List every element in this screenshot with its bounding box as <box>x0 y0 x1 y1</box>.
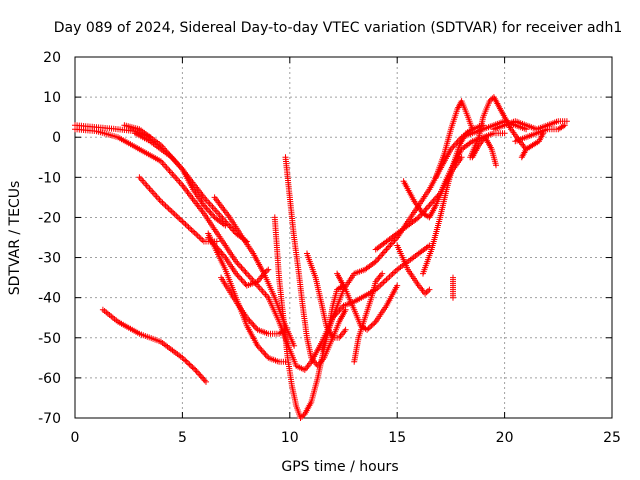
series-arc-17 <box>394 242 433 297</box>
data-series <box>72 94 570 421</box>
x-tick-label: 10 <box>281 430 299 446</box>
y-tick-label: -30 <box>38 251 61 267</box>
series-arc-09 <box>205 234 272 289</box>
y-tick-label: -60 <box>38 371 61 387</box>
series-arc-15 <box>351 270 386 365</box>
y-axis-label: SDTVAR / TECUs <box>7 181 23 296</box>
series-arc-12 <box>304 250 349 341</box>
x-tick-label: 5 <box>178 430 187 446</box>
y-tick-label: 0 <box>52 130 61 146</box>
x-axis-label: GPS time / hours <box>281 459 398 475</box>
series-arc-11 <box>282 154 349 369</box>
series-arc-24 <box>512 122 568 145</box>
grid-lines <box>75 57 612 418</box>
series-arc-20 <box>450 274 456 301</box>
x-tick-label: 0 <box>71 430 80 446</box>
x-tick-label: 25 <box>603 430 621 446</box>
series-arc-26 <box>469 134 499 169</box>
x-tick-label: 20 <box>496 430 514 446</box>
y-tick-label: 10 <box>43 90 61 106</box>
series-markers <box>282 154 349 369</box>
series-markers <box>99 306 209 385</box>
series-markers <box>518 130 547 161</box>
plot-frame <box>74 56 613 419</box>
y-tick-label: -40 <box>38 291 61 307</box>
series-arc-05 <box>136 174 220 245</box>
series-markers <box>319 118 530 353</box>
y-tick-label: -10 <box>38 170 61 186</box>
series-markers <box>420 122 487 277</box>
series-arc-04 <box>132 130 229 229</box>
x-tick-label: 15 <box>388 430 406 446</box>
series-arc-27 <box>99 306 209 385</box>
y-tick-label: -50 <box>38 331 61 347</box>
series-arc-21 <box>432 98 476 181</box>
series-markers <box>132 130 229 229</box>
series-arc-25 <box>518 130 547 161</box>
series-markers <box>432 98 476 181</box>
series-markers <box>512 122 568 145</box>
axis-ticks: 0 5 10 15 20 25 -70 -60 -50 -40 -30 -20 -10 0 10 20 <box>38 50 621 446</box>
series-arc-14 <box>334 270 401 333</box>
series-arc-08 <box>218 274 289 337</box>
chart-title: Day 089 of 2024, Sidereal Day-to-day VTE… <box>54 20 622 36</box>
series-markers <box>136 174 220 245</box>
series-markers <box>334 270 401 333</box>
series-markers <box>218 274 289 337</box>
y-tick-label: -20 <box>38 210 61 226</box>
y-tick-label: -70 <box>38 411 61 427</box>
series-arc-13 <box>319 118 530 353</box>
series-markers <box>490 118 570 133</box>
series-arc-19 <box>420 122 487 277</box>
series-markers <box>304 250 349 341</box>
y-tick-label: 20 <box>43 50 61 66</box>
series-markers <box>205 234 272 289</box>
series-markers <box>394 242 433 297</box>
series-markers <box>450 274 456 301</box>
series-markers <box>351 270 386 365</box>
series-arc-23 <box>490 118 570 133</box>
series-markers <box>469 134 499 169</box>
